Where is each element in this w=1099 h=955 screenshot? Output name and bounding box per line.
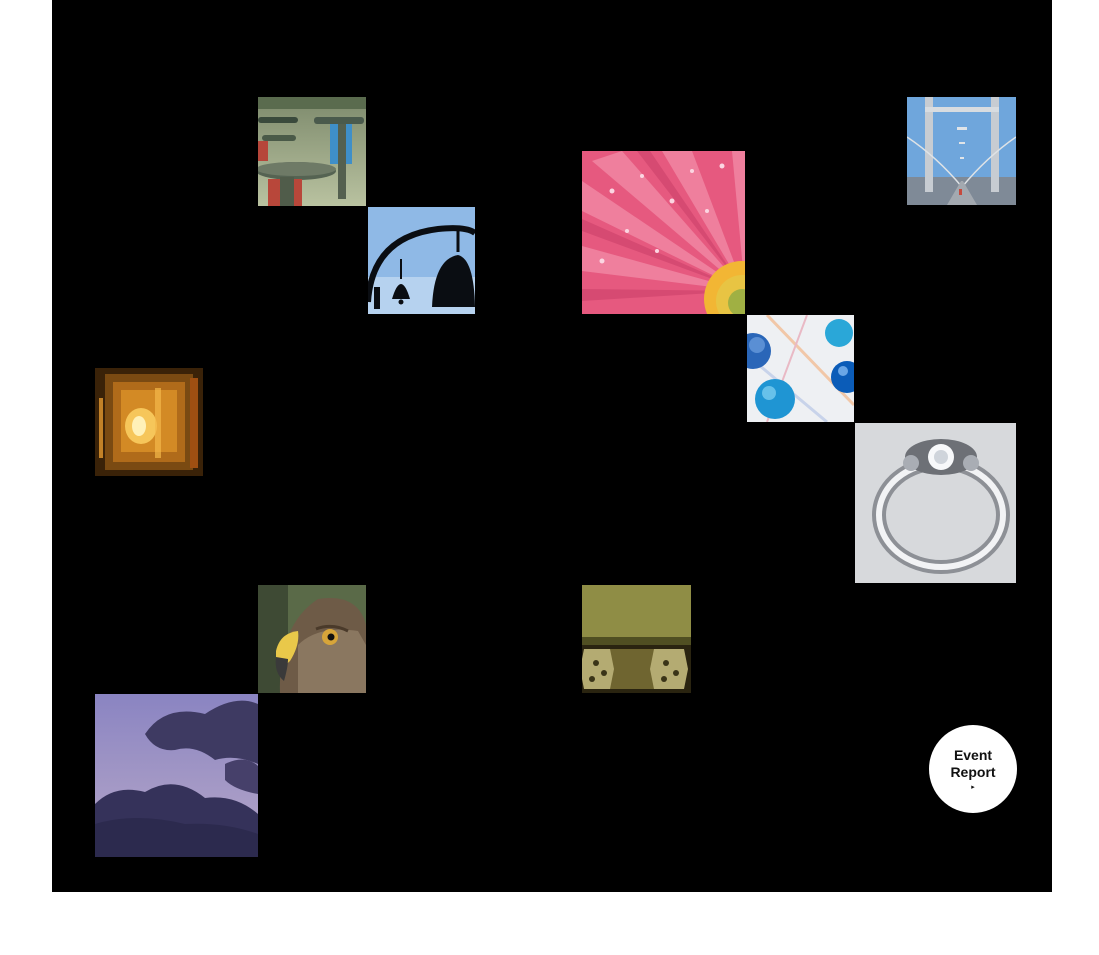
marbles-photo: [747, 315, 854, 422]
pink-flower-photo-tile[interactable]: [582, 151, 745, 314]
metal-hinge-photo: [582, 585, 691, 693]
event-report-button[interactable]: Event Report ▸: [929, 725, 1017, 813]
event-report-label-line1: Event: [953, 746, 993, 763]
photo-mosaic-stage: Event Report ▸: [52, 0, 1052, 892]
diamond-ring-photo: [855, 423, 1016, 583]
event-report-label-line2: Report: [950, 763, 996, 780]
suspension-bridge-photo-tile[interactable]: [907, 97, 1016, 205]
pink-flower-photo: [582, 151, 745, 314]
bells-photo: [368, 207, 475, 314]
candle-glass-photo-tile[interactable]: [95, 368, 203, 476]
bells-photo-tile[interactable]: [368, 207, 475, 314]
candle-glass-photo: [95, 368, 203, 476]
marbles-photo-tile[interactable]: [747, 315, 854, 422]
hawk-photo: [258, 585, 366, 693]
valves-photo-tile[interactable]: [258, 97, 366, 206]
diamond-ring-photo-tile[interactable]: [855, 423, 1016, 583]
purple-clouds-photo-tile[interactable]: [95, 694, 258, 857]
hawk-photo-tile[interactable]: [258, 585, 366, 693]
suspension-bridge-photo: [907, 97, 1016, 205]
metal-hinge-photo-tile[interactable]: [582, 585, 691, 693]
arrow-right-icon: ▸: [971, 783, 975, 791]
valves-photo: [258, 97, 366, 206]
purple-clouds-photo: [95, 694, 258, 857]
